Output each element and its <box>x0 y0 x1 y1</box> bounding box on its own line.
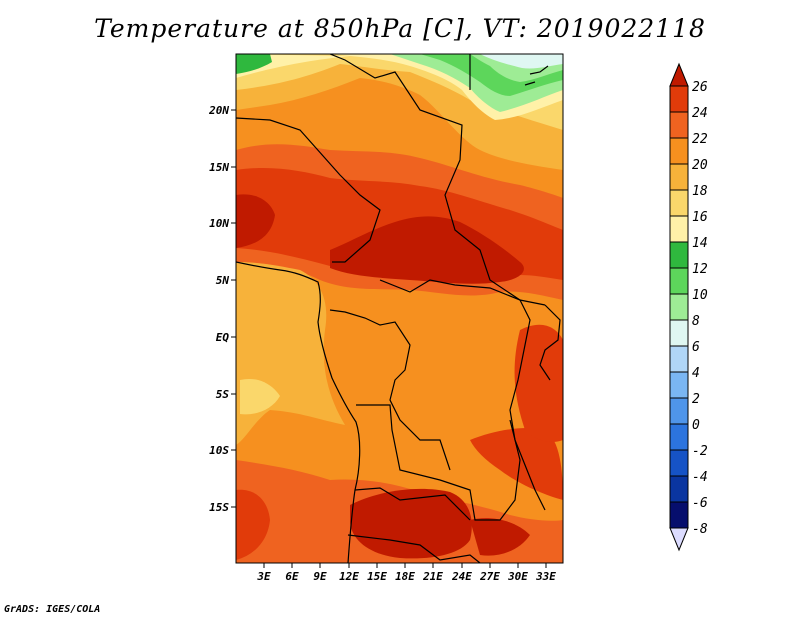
lon-label: 18E <box>395 570 415 583</box>
colorbar-swatch <box>669 501 689 529</box>
colorbar-label: -8 <box>692 522 708 537</box>
colorbar-swatch <box>669 215 689 243</box>
colorbar-label: -4 <box>692 470 708 485</box>
lat-label: 10N <box>209 217 229 230</box>
lat-label: 5N <box>216 274 230 287</box>
colorbar-swatch <box>669 345 689 373</box>
colorbar-arrow-bottom <box>669 527 689 552</box>
lat-label: 5S <box>216 388 230 401</box>
colorbar-label: -2 <box>692 444 708 459</box>
colorbar-swatch <box>669 293 689 321</box>
lon-label: 27E <box>479 570 500 583</box>
lat-label: 15N <box>209 161 229 174</box>
map-title: Temperature at 850hPa [C], VT: 201902211… <box>94 14 706 43</box>
colorbar-swatch <box>669 241 689 269</box>
coastlines-borders <box>236 54 561 563</box>
lon-label: 3E <box>256 570 271 583</box>
map-frame <box>235 53 564 564</box>
colorbar-label: 22 <box>692 132 708 147</box>
longitude-axis: 3E 6E 9E 12E 15E 18E 21E 24E 27E 30E 33E <box>256 563 556 583</box>
colorbar-label: 6 <box>692 340 700 355</box>
colorbar-swatch <box>669 163 689 191</box>
lon-label: 33E <box>535 570 556 583</box>
colorbar-swatch <box>669 371 689 399</box>
colorbar-swatch <box>669 449 689 477</box>
colorbar-swatch <box>669 189 689 217</box>
lon-label: 24E <box>451 570 472 583</box>
colorbar-label: 8 <box>692 314 700 329</box>
colorbar-swatch <box>669 423 689 451</box>
colorbar-label: 24 <box>692 106 708 121</box>
colorbar-label: 10 <box>692 288 708 303</box>
colorbar-swatch <box>669 137 689 165</box>
colorbar-label: 0 <box>692 418 700 433</box>
colorbar-label: -6 <box>692 496 708 511</box>
colorbar-label: 16 <box>692 210 708 225</box>
colorbar-label: 2 <box>692 392 700 407</box>
colorbar-swatch <box>669 111 689 139</box>
colorbar-label: 14 <box>692 236 708 251</box>
colorbar-label: 4 <box>692 366 700 381</box>
colorbar-label: 26 <box>692 80 708 95</box>
lat-label: EQ <box>216 331 230 344</box>
colorbar-arrow-top <box>669 62 689 87</box>
colorbar-swatch <box>669 397 689 425</box>
lat-label: 15S <box>209 501 229 514</box>
colorbar-swatch <box>669 475 689 503</box>
lat-label: 10S <box>209 444 229 457</box>
colorbar-swatch <box>669 267 689 295</box>
grads-credit: GrADS: IGES/COLA <box>4 604 101 615</box>
lon-label: 9E <box>313 570 327 583</box>
colorbar-swatch <box>669 85 689 113</box>
lon-label: 15E <box>367 570 387 583</box>
lon-label: 12E <box>339 570 359 583</box>
colorbar-swatch <box>669 319 689 347</box>
colorbar-label: 20 <box>692 158 708 173</box>
lat-label: 20N <box>208 104 229 117</box>
lon-label: 6E <box>285 570 299 583</box>
temperature-field <box>236 54 563 563</box>
lon-label: 30E <box>507 570 528 583</box>
latitude-axis: 20N 15N 10N 5N EQ 5S 10S 15S <box>208 104 236 514</box>
colorbar-label: 18 <box>692 184 708 199</box>
colorbar-label: 12 <box>692 262 708 277</box>
lon-label: 21E <box>422 570 443 583</box>
